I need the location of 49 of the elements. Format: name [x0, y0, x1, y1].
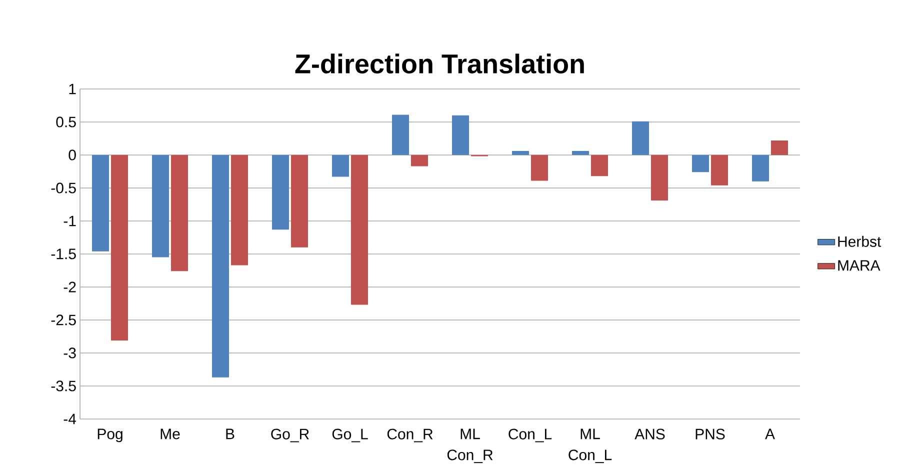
legend-label: MARA — [838, 260, 880, 271]
bar — [92, 154, 110, 252]
bar — [411, 154, 428, 166]
x-tick-label: Go_L — [332, 428, 368, 442]
x-tick-label: A — [765, 428, 775, 440]
bar — [512, 151, 530, 155]
bar — [452, 115, 470, 155]
bar — [572, 151, 590, 155]
bar — [591, 154, 608, 176]
x-tick-label: PNS — [696, 428, 725, 440]
bar — [692, 154, 710, 172]
bar — [111, 154, 128, 340]
chart-title: Z-direction Translation — [295, 54, 584, 74]
x-tick-label: ML Con_L — [568, 428, 612, 464]
bar — [171, 154, 188, 272]
x-tick-label: ANS — [634, 428, 665, 440]
bar — [711, 154, 728, 186]
x-tick-label: ML Con_R — [447, 428, 493, 464]
y-tick-label: 0.5 — [56, 116, 76, 128]
bar — [771, 140, 788, 155]
bar — [351, 154, 368, 305]
y-tick-label: 0 — [68, 150, 76, 160]
y-tick-label: -1.5 — [51, 248, 76, 260]
bar — [632, 121, 650, 155]
bar — [212, 154, 230, 378]
bar — [531, 154, 548, 181]
bar — [651, 154, 668, 201]
bar — [332, 154, 350, 177]
y-tick-label: -4 — [64, 414, 76, 424]
legend-label: Herbst — [838, 236, 882, 247]
y-tick-label: -2.5 — [51, 314, 76, 326]
y-tick-label: -2 — [64, 282, 76, 292]
x-tick-label: Con_L — [508, 428, 552, 442]
bar — [752, 154, 770, 182]
y-tick-label: -3 — [64, 348, 76, 358]
x-tick-label: Con_R — [387, 428, 433, 442]
y-tick-label: -3.5 — [51, 380, 76, 392]
bar — [291, 154, 308, 248]
y-tick-label: 1 — [69, 84, 76, 94]
x-tick-label: Pog — [98, 428, 122, 442]
bar — [272, 154, 290, 230]
y-tick-label: -1 — [64, 216, 76, 226]
x-tick-label: Me — [160, 428, 180, 440]
bar — [231, 154, 248, 266]
x-tick-label: B — [226, 428, 234, 440]
bar — [152, 154, 170, 258]
x-tick-label: Go_R — [271, 428, 309, 442]
y-tick-label: -0.5 — [51, 182, 76, 194]
bar — [392, 114, 410, 155]
